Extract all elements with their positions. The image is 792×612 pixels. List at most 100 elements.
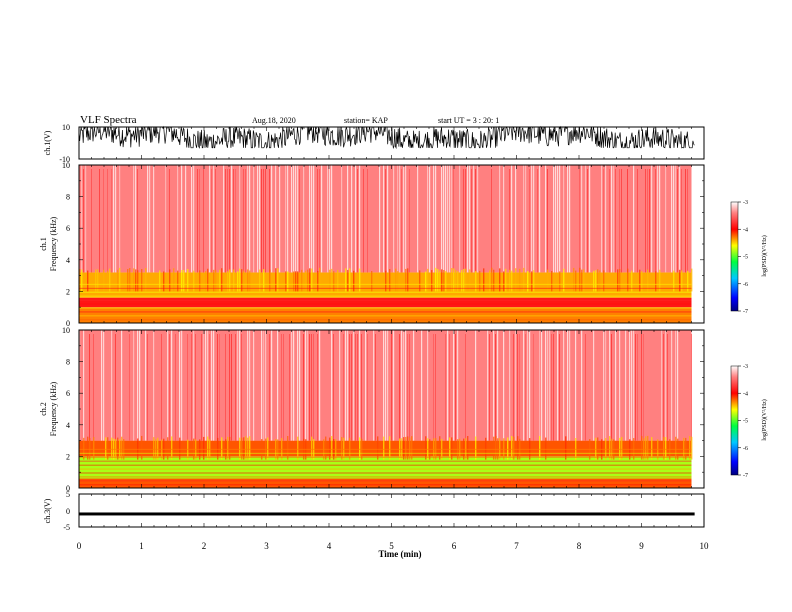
spectrogram-streak — [203, 330, 205, 441]
spectrogram-spike — [247, 269, 249, 292]
spectrogram-streak — [331, 165, 333, 273]
spectrogram-streak — [209, 165, 211, 273]
spectrogram-streak — [509, 169, 510, 273]
spectrogram-streak — [575, 330, 577, 441]
spectrogram-streak — [111, 330, 113, 441]
spectrogram-streak — [427, 165, 429, 273]
spectrogram-streak — [317, 334, 318, 441]
spectrogram-spike — [403, 437, 405, 460]
spectrogram-streak — [593, 330, 595, 441]
spectrogram-spike — [505, 268, 507, 292]
spectrogram-streak — [545, 330, 547, 441]
spectrogram-streak — [293, 165, 295, 273]
x-axis-label: Time (min) — [378, 549, 421, 559]
spectrogram-spike — [467, 436, 469, 460]
spectrogram-streak — [101, 330, 103, 441]
spectrogram-spike — [107, 437, 109, 460]
spectrogram-spike — [539, 435, 541, 460]
spectrogram-streak — [567, 165, 569, 273]
spectrogram-streak — [673, 165, 675, 273]
spectrogram-streak — [269, 169, 270, 273]
x-axis: 0 1 2 3 4 5 6 7 8 9 10 — [77, 541, 709, 551]
spectrogram-spike — [177, 270, 179, 292]
colorbar-tick-label: -4 — [743, 227, 748, 233]
spectrogram-spike — [243, 437, 245, 460]
spectrogram-streak — [249, 330, 251, 441]
spectrogram-streak — [133, 165, 135, 273]
spectrogram-streak — [625, 330, 627, 441]
spectrogram-streak — [83, 169, 84, 273]
spectrogram-streak — [451, 165, 453, 273]
spectrogram-streak — [469, 165, 471, 273]
spectrogram-streak — [113, 165, 115, 273]
spectrogram-spike — [599, 270, 601, 292]
spectrogram-streak — [471, 169, 472, 273]
spectrogram-spike — [529, 438, 531, 460]
ch1-ytick-top: 10 — [62, 123, 70, 132]
spectrogram-streak — [567, 330, 569, 441]
spectrogram-streak — [383, 165, 385, 273]
spectrogram-streak — [303, 165, 305, 273]
spectrogram-streak — [165, 165, 167, 273]
spectrogram-streak — [263, 169, 264, 273]
spectrogram-streak — [587, 169, 588, 273]
spectrogram-spike — [107, 270, 109, 292]
spectrogram-streak — [169, 169, 170, 273]
spectrogram-spike — [95, 269, 97, 292]
spectrogram-streak — [261, 169, 262, 273]
start-time-label: start UT = 3 : 20: 1 — [438, 116, 499, 125]
spectrogram-spike — [179, 437, 181, 460]
spectrogram-spike — [87, 436, 89, 460]
spectrogram-streak — [135, 165, 137, 273]
spectrogram-spike — [207, 436, 209, 460]
spectrogram-spike — [311, 268, 313, 292]
spectrogram-spike — [331, 268, 333, 292]
spectrogram-spike — [579, 267, 581, 292]
spectrogram-streak — [307, 330, 309, 441]
spectrogram-spike — [687, 270, 689, 292]
spectrogram-spike — [595, 270, 597, 292]
spectrogram-streak — [615, 169, 616, 273]
spectrogram-band — [79, 307, 692, 323]
spectrogram-streak — [245, 169, 246, 273]
spectrogram-spike — [305, 270, 307, 292]
spectrogram-streak — [247, 165, 249, 273]
spectrogram-streak — [359, 330, 361, 441]
ch2-colorbar-label: log(PSD)(V²/Hz) — [761, 399, 768, 440]
spectrogram-spike — [511, 270, 513, 292]
spectrogram-spike — [533, 270, 535, 292]
spectrogram-spike — [491, 267, 493, 292]
ch1-frequency-ylabel: Frequency (kHz) — [49, 216, 58, 271]
spectrogram-streak — [649, 169, 650, 273]
spectrogram-spike — [499, 268, 501, 292]
spectrogram-spike — [275, 268, 277, 292]
spectrogram-spike — [135, 269, 137, 292]
spectrogram-streak — [193, 165, 195, 273]
spectrogram-streak — [513, 334, 514, 441]
spectrogram-streak — [447, 330, 449, 441]
spectrogram-spike — [531, 271, 533, 292]
spectrogram-streak — [671, 165, 673, 273]
spectrogram-streak — [611, 334, 612, 441]
spectrogram-streak — [393, 165, 395, 273]
spectrogram-spike — [407, 436, 409, 460]
spectrogram-streak — [83, 330, 85, 441]
spectrogram-streak — [235, 334, 236, 441]
spectrogram-spike — [395, 268, 397, 292]
spectrogram-streak — [347, 165, 349, 273]
spectrogram-spike — [691, 268, 693, 292]
spectrogram-spike — [663, 436, 665, 460]
spectrogram-streak — [213, 165, 215, 273]
spectrogram-spike — [221, 268, 223, 292]
ch3-ytick-top: 5 — [66, 490, 70, 499]
spectrogram-streak — [603, 330, 605, 441]
spectrogram-spike — [465, 268, 467, 292]
spectrogram-streak — [503, 165, 505, 273]
spectrogram-spike — [287, 435, 289, 460]
spectrogram-band — [79, 478, 692, 488]
y-tick-label: 4 — [66, 256, 70, 265]
spectrogram-spike — [509, 269, 511, 292]
spectrogram-streak — [227, 169, 228, 273]
spectrogram-streak — [457, 330, 459, 441]
spectrogram-streak — [675, 165, 677, 273]
